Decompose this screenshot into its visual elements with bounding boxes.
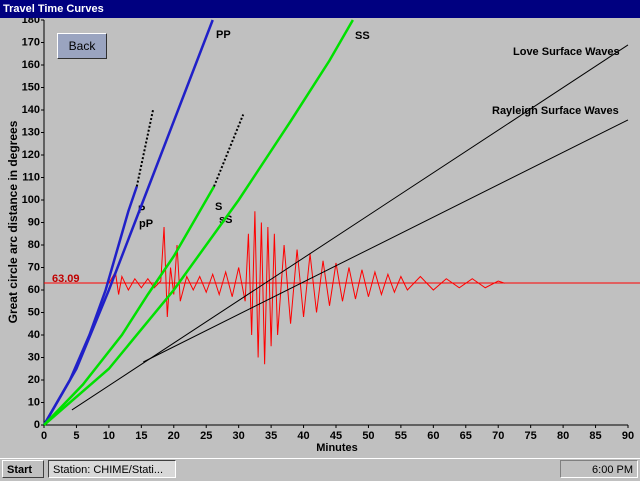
y-tick-label: 10 xyxy=(28,396,40,408)
annotation: pP xyxy=(139,218,153,230)
chart: Great circle arc distance in degrees Min… xyxy=(6,18,640,454)
y-tick-label: 40 xyxy=(28,329,40,341)
y-tick-label: 130 xyxy=(22,126,40,138)
x-tick-label: 0 xyxy=(41,430,47,442)
x-tick-label: 15 xyxy=(135,430,147,442)
y-tick-label: 60 xyxy=(28,284,40,296)
y-tick-label: 80 xyxy=(28,239,40,251)
curve-label: Rayleigh Surface Waves xyxy=(492,105,619,117)
y-tick-label: 70 xyxy=(28,261,40,273)
x-tick-label: 80 xyxy=(557,430,569,442)
curve xyxy=(43,19,354,426)
y-axis-label: Great circle arc distance in degrees xyxy=(6,120,20,323)
curve xyxy=(42,186,138,426)
curve xyxy=(43,185,216,426)
x-tick-label: 20 xyxy=(168,430,180,442)
y-tick-label: 90 xyxy=(28,216,40,228)
back-button[interactable]: Back xyxy=(57,33,107,59)
x-tick-label: 75 xyxy=(525,430,537,442)
curve-label: P xyxy=(138,204,145,216)
start-button[interactable]: Start xyxy=(2,460,44,478)
y-tick-label: 150 xyxy=(22,81,40,93)
curve-label: SS xyxy=(355,30,370,42)
y-tick-label: 120 xyxy=(22,149,40,161)
curve xyxy=(135,109,154,187)
curve-label: PP xyxy=(216,29,231,41)
y-tick-label: 110 xyxy=(22,171,40,183)
y-tick-label: 50 xyxy=(28,306,40,318)
seismogram-trace xyxy=(108,211,505,365)
y-tick-label: 180 xyxy=(22,18,40,26)
x-tick-label: 50 xyxy=(362,430,374,442)
curve xyxy=(71,44,629,411)
x-tick-label: 5 xyxy=(73,430,79,442)
y-tick-label: 20 xyxy=(28,374,40,386)
x-tick-label: 55 xyxy=(395,430,407,442)
x-tick-label: 40 xyxy=(297,430,309,442)
curve xyxy=(42,19,214,426)
x-tick-label: 35 xyxy=(265,430,277,442)
y-tick-label: 160 xyxy=(22,59,40,71)
title-bar: Travel Time Curves xyxy=(0,0,640,18)
curve-label: S xyxy=(215,201,222,213)
x-tick-label: 45 xyxy=(330,430,342,442)
x-tick-label: 65 xyxy=(460,430,472,442)
y-tick-label: 100 xyxy=(22,194,40,206)
task-button[interactable]: Station: CHIME/Stati... xyxy=(48,460,176,478)
y-tick-label: 0 xyxy=(34,419,40,431)
curve xyxy=(143,119,629,363)
x-tick-label: 30 xyxy=(233,430,245,442)
x-tick-label: 10 xyxy=(103,430,115,442)
y-tick-label: 30 xyxy=(28,351,40,363)
x-tick-label: 85 xyxy=(589,430,601,442)
x-axis-label: Minutes xyxy=(316,442,358,454)
curve-label: Love Surface Waves xyxy=(513,46,620,58)
x-tick-label: 70 xyxy=(492,430,504,442)
y-tick-label: 170 xyxy=(22,36,40,48)
clock: 6:00 PM xyxy=(560,460,638,478)
curve xyxy=(213,114,245,187)
baseline-label: 63.09 xyxy=(52,273,80,285)
y-tick-label: 140 xyxy=(22,104,40,116)
x-tick-label: 90 xyxy=(622,430,634,442)
x-tick-label: 60 xyxy=(427,430,439,442)
x-tick-label: 25 xyxy=(200,430,212,442)
